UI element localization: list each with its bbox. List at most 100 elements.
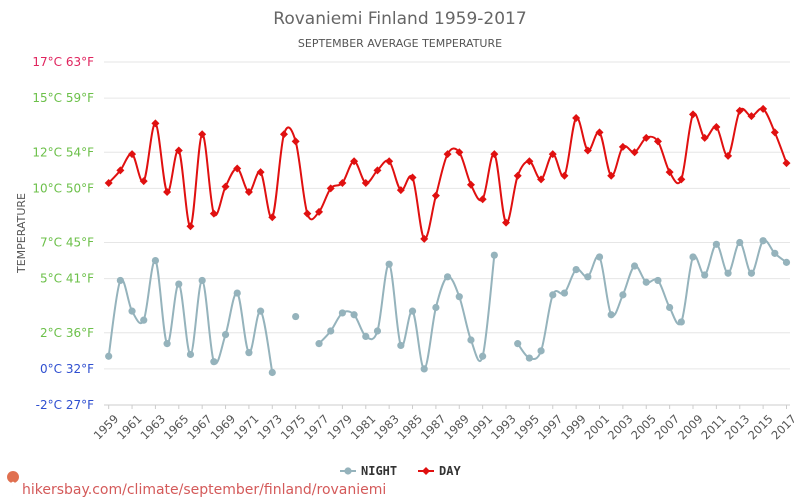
night-point[interactable]: [105, 352, 113, 360]
source-footer[interactable]: hikersbay.com/climate/september/finland/…: [7, 470, 386, 498]
night-point[interactable]: [595, 253, 604, 261]
night-point[interactable]: [572, 266, 580, 274]
day-point[interactable]: [326, 184, 335, 193]
night-point[interactable]: [268, 368, 276, 377]
day-point[interactable]: [618, 142, 627, 151]
day-point[interactable]: [385, 157, 394, 166]
day-point[interactable]: [747, 112, 756, 121]
day-point[interactable]: [455, 148, 464, 157]
day-point[interactable]: [572, 113, 581, 122]
day-point[interactable]: [116, 166, 125, 175]
day-point[interactable]: [607, 171, 616, 180]
day-point[interactable]: [174, 146, 183, 155]
night-point[interactable]: [747, 269, 756, 277]
night-point[interactable]: [607, 311, 615, 319]
day-point[interactable]: [735, 106, 744, 115]
night-point[interactable]: [338, 309, 347, 317]
night-point[interactable]: [397, 341, 405, 350]
night-point[interactable]: [443, 273, 452, 281]
night-point[interactable]: [245, 349, 253, 357]
day-point[interactable]: [279, 130, 288, 139]
day-point[interactable]: [653, 137, 662, 146]
night-point[interactable]: [642, 278, 650, 286]
day-point[interactable]: [408, 173, 417, 182]
day-point[interactable]: [209, 209, 218, 218]
day-point[interactable]: [560, 171, 569, 180]
night-point[interactable]: [140, 316, 148, 324]
night-point[interactable]: [221, 330, 230, 339]
night-point[interactable]: [362, 332, 370, 340]
day-point[interactable]: [268, 213, 277, 222]
night-point[interactable]: [175, 280, 183, 288]
night-point[interactable]: [630, 262, 639, 270]
day-point[interactable]: [630, 148, 639, 157]
legend-item-day[interactable]: DAY: [418, 464, 461, 478]
day-point[interactable]: [443, 150, 452, 159]
night-point[interactable]: [712, 240, 720, 248]
night-point[interactable]: [186, 350, 195, 359]
night-point[interactable]: [736, 238, 744, 247]
day-point[interactable]: [128, 150, 137, 159]
day-point[interactable]: [548, 150, 557, 159]
day-point[interactable]: [221, 182, 230, 191]
night-point[interactable]: [759, 237, 767, 245]
night-point[interactable]: [584, 273, 592, 281]
day-point[interactable]: [759, 104, 768, 113]
night-point[interactable]: [256, 307, 265, 315]
day-point[interactable]: [665, 168, 674, 177]
night-point[interactable]: [654, 276, 662, 285]
legend-item-night[interactable]: NIGHT: [340, 464, 397, 478]
night-point[interactable]: [408, 307, 417, 315]
night-point[interactable]: [782, 258, 791, 266]
night-point[interactable]: [151, 256, 160, 265]
day-point[interactable]: [513, 171, 522, 180]
legend[interactable]: NIGHT DAY: [340, 464, 461, 478]
night-point[interactable]: [689, 253, 697, 261]
night-point[interactable]: [666, 303, 674, 312]
day-point[interactable]: [256, 168, 265, 177]
night-point[interactable]: [724, 269, 732, 277]
night-point[interactable]: [128, 307, 136, 315]
night-point[interactable]: [373, 327, 382, 335]
day-point[interactable]: [151, 119, 160, 128]
night-point[interactable]: [479, 352, 487, 360]
day-point[interactable]: [396, 186, 405, 195]
day-point[interactable]: [233, 164, 242, 173]
day-point[interactable]: [583, 146, 592, 155]
night-point[interactable]: [210, 358, 218, 366]
night-point[interactable]: [455, 293, 463, 301]
day-point[interactable]: [782, 159, 791, 168]
day-point[interactable]: [478, 195, 487, 204]
source-link[interactable]: hikersbay.com/climate/september/finland/…: [22, 482, 386, 498]
night-point[interactable]: [525, 354, 533, 362]
night-point[interactable]: [420, 365, 428, 373]
night-point[interactable]: [198, 276, 206, 285]
day-point[interactable]: [689, 110, 698, 119]
night-point[interactable]: [537, 347, 545, 355]
day-point[interactable]: [198, 130, 207, 139]
day-point[interactable]: [420, 234, 429, 243]
night-point[interactable]: [549, 291, 557, 299]
day-point[interactable]: [163, 187, 172, 196]
night-point[interactable]: [116, 276, 124, 285]
night-point[interactable]: [677, 318, 685, 326]
day-point[interactable]: [431, 191, 440, 200]
night-point[interactable]: [560, 289, 569, 297]
day-point[interactable]: [291, 137, 300, 146]
day-point[interactable]: [186, 222, 195, 231]
day-point[interactable]: [724, 151, 733, 160]
night-point[interactable]: [233, 289, 241, 297]
day-point[interactable]: [525, 157, 534, 166]
day-point[interactable]: [244, 187, 253, 196]
night-point[interactable]: [315, 340, 323, 348]
night-point[interactable]: [292, 312, 300, 321]
day-point[interactable]: [139, 177, 148, 186]
day-point[interactable]: [770, 128, 779, 137]
day-point[interactable]: [104, 178, 113, 187]
day-point[interactable]: [338, 178, 347, 187]
night-point[interactable]: [514, 340, 522, 348]
day-point[interactable]: [595, 128, 604, 137]
day-point[interactable]: [642, 133, 651, 142]
day-point[interactable]: [361, 178, 370, 187]
day-point[interactable]: [677, 175, 686, 184]
